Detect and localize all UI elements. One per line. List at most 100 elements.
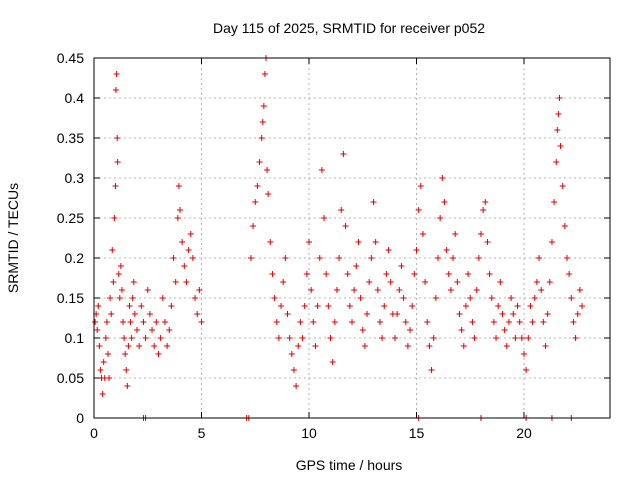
data-point — [164, 343, 171, 349]
data-point — [521, 351, 527, 357]
data-point — [323, 271, 330, 277]
data-point — [465, 271, 472, 277]
data-point — [553, 159, 560, 165]
data-point — [346, 303, 353, 309]
y-tick-label: 0.1 — [65, 330, 85, 346]
data-point — [443, 247, 450, 253]
data-point — [533, 279, 540, 285]
data-point — [379, 335, 386, 341]
data-point — [572, 335, 579, 341]
x-tick-label: 5 — [198, 425, 206, 441]
data-point — [385, 247, 392, 253]
data-point — [121, 335, 128, 341]
data-point — [187, 231, 194, 237]
data-point — [361, 343, 368, 349]
data-point — [404, 343, 411, 349]
data-point — [159, 295, 166, 301]
data-point — [106, 375, 113, 381]
data-point — [278, 303, 285, 309]
y-tick-label: 0.15 — [57, 290, 84, 306]
data-point — [321, 215, 328, 221]
data-point — [97, 367, 104, 373]
data-point — [445, 271, 452, 277]
data-point — [548, 239, 555, 245]
data-point — [554, 127, 561, 133]
data-point — [556, 95, 563, 101]
data-point — [531, 295, 538, 301]
data-point — [387, 279, 394, 285]
data-point — [299, 335, 306, 341]
data-point — [357, 295, 364, 301]
data-point — [124, 383, 131, 389]
data-point — [301, 303, 308, 309]
data-point — [316, 255, 323, 261]
data-point — [411, 271, 418, 277]
plot-frame — [93, 57, 611, 419]
data-point — [115, 271, 122, 277]
data-point — [327, 335, 334, 341]
data-point — [376, 319, 383, 325]
data-point — [501, 327, 508, 333]
axis-ticks — [93, 57, 610, 419]
data-point — [273, 319, 280, 325]
data-point — [495, 303, 502, 309]
data-point — [475, 255, 482, 261]
data-point — [518, 335, 525, 341]
data-point — [185, 247, 192, 253]
data-point — [456, 311, 463, 317]
data-point — [155, 351, 162, 357]
data-point — [336, 255, 343, 261]
data-point — [409, 303, 416, 309]
data-point — [342, 223, 349, 229]
data-point — [247, 255, 254, 261]
data-point — [355, 239, 362, 245]
data-point — [129, 295, 136, 301]
data-point — [149, 327, 156, 333]
data-point — [415, 207, 422, 213]
data-point — [94, 327, 101, 333]
data-point — [189, 255, 196, 261]
data-point — [99, 391, 106, 397]
data-point — [310, 319, 317, 325]
data-point — [441, 199, 448, 205]
data-point — [153, 319, 160, 325]
data-point — [351, 287, 358, 293]
data-point — [267, 239, 274, 245]
data-point — [471, 335, 478, 341]
data-point — [422, 279, 429, 285]
data-point — [151, 343, 158, 349]
data-point — [398, 263, 405, 269]
data-point — [486, 271, 493, 277]
data-point — [284, 311, 291, 317]
data-point — [484, 239, 491, 245]
chart-title: Day 115 of 2025, SRMTID for receiver p05… — [213, 20, 485, 36]
data-point — [338, 207, 345, 213]
data-point — [372, 239, 379, 245]
data-point — [142, 335, 149, 341]
y-tick-label: 0.2 — [65, 250, 85, 266]
data-point — [458, 327, 465, 333]
data-point — [125, 343, 132, 349]
data-point — [112, 87, 119, 93]
data-point — [566, 271, 573, 277]
data-point — [394, 311, 401, 317]
y-tick-label: 0.05 — [57, 370, 84, 386]
data-point — [128, 335, 135, 341]
data-point — [258, 135, 265, 141]
data-point — [366, 279, 373, 285]
data-point — [192, 295, 199, 301]
data-point — [419, 231, 426, 237]
data-point — [144, 287, 151, 293]
data-point — [179, 239, 186, 245]
data-point — [432, 295, 439, 301]
data-point — [570, 319, 577, 325]
data-point — [265, 191, 272, 197]
data-point — [198, 319, 205, 325]
data-point — [127, 319, 134, 325]
data-point — [544, 311, 551, 317]
data-point — [126, 303, 133, 309]
data-point — [462, 303, 469, 309]
data-point — [114, 159, 121, 165]
data-point — [166, 327, 173, 333]
data-point — [381, 303, 388, 309]
